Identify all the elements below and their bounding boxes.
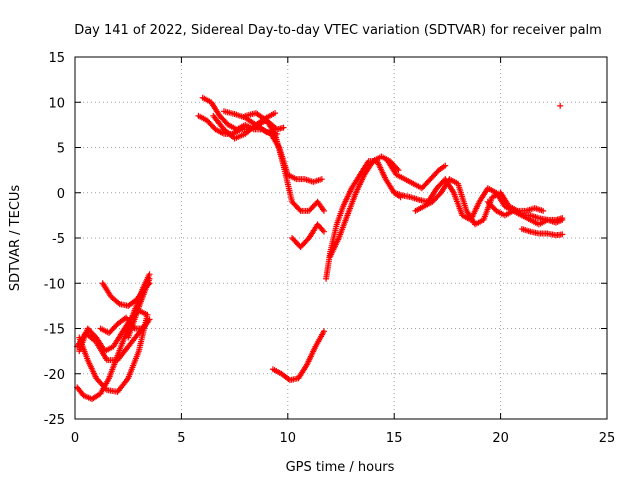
x-axis-label: GPS time / hours (286, 460, 395, 475)
x-tick-label: 0 (71, 431, 79, 446)
data-point (442, 162, 449, 169)
y-tick-label: -5 (52, 232, 65, 247)
series-arc-22 (557, 102, 564, 109)
x-tick-label: 25 (599, 431, 616, 446)
series-arc-13 (242, 110, 287, 133)
y-tick-label: 0 (57, 187, 65, 202)
series-arc-9 (199, 94, 325, 185)
y-axis-label: SDTVAR / TECUs (8, 185, 23, 292)
series-arc-17 (384, 158, 449, 192)
y-tick-label: 10 (48, 96, 65, 111)
y-tick-label: -15 (44, 323, 65, 338)
data-point (280, 124, 287, 131)
series-arc-6 (125, 275, 153, 341)
axis-ticks: 0 5 10 15 20 25 15 10 5 0 -5 -10 -15 -20 -25 (44, 51, 616, 446)
series-arc-20 (484, 198, 566, 228)
data-point (144, 311, 151, 318)
data-point (557, 102, 564, 109)
y-tick-label: -25 (44, 413, 65, 428)
data-point (146, 316, 153, 323)
y-tick-label: -10 (44, 277, 65, 292)
series-arc-21 (518, 225, 566, 239)
x-tick-label: 10 (280, 431, 297, 446)
series-arc-7 (97, 314, 153, 337)
data-point (146, 275, 153, 282)
series-arc-2 (76, 311, 151, 395)
data-point (320, 328, 327, 335)
series-arc-8 (269, 328, 327, 384)
y-tick-label: -20 (44, 368, 65, 383)
x-tick-label: 15 (386, 431, 403, 446)
data-point (296, 206, 303, 213)
y-tick-label: 15 (48, 51, 65, 66)
data-point (272, 110, 279, 117)
data-point (320, 228, 327, 235)
x-tick-label: 20 (492, 431, 509, 446)
data-point (559, 231, 566, 238)
series-arc-19 (412, 176, 547, 228)
y-tick-label: 5 (57, 142, 65, 157)
x-tick-label: 5 (177, 431, 185, 446)
data-point (320, 207, 327, 214)
data-point (540, 207, 547, 214)
chart-title: Day 141 of 2022, Sidereal Day-to-day VTE… (74, 23, 602, 38)
data-point (559, 216, 566, 223)
data-points (74, 94, 566, 403)
data-point (318, 176, 325, 183)
grid-lines (75, 57, 607, 419)
series-arc-14 (289, 221, 327, 251)
